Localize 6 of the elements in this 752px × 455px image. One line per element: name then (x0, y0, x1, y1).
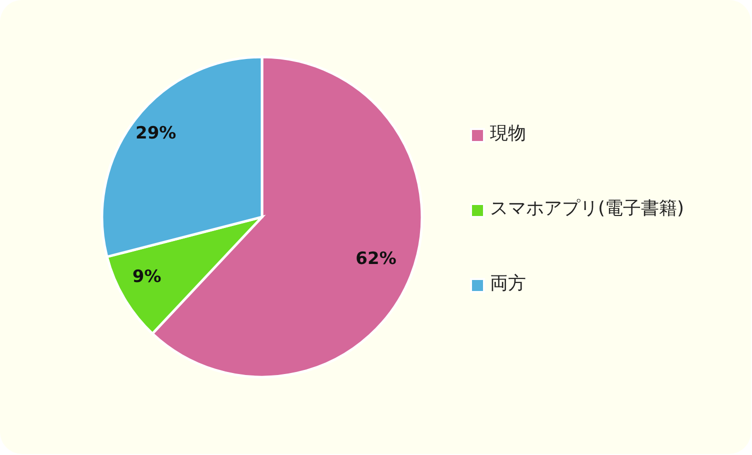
legend-label: 両方 (490, 272, 526, 295)
legend-label: スマホアプリ(電子書籍) (490, 197, 684, 220)
data-label: 9% (132, 267, 162, 288)
data-label: 62% (356, 249, 396, 270)
legend-label: 現物 (490, 122, 526, 145)
data-label: 29% (136, 124, 176, 144)
